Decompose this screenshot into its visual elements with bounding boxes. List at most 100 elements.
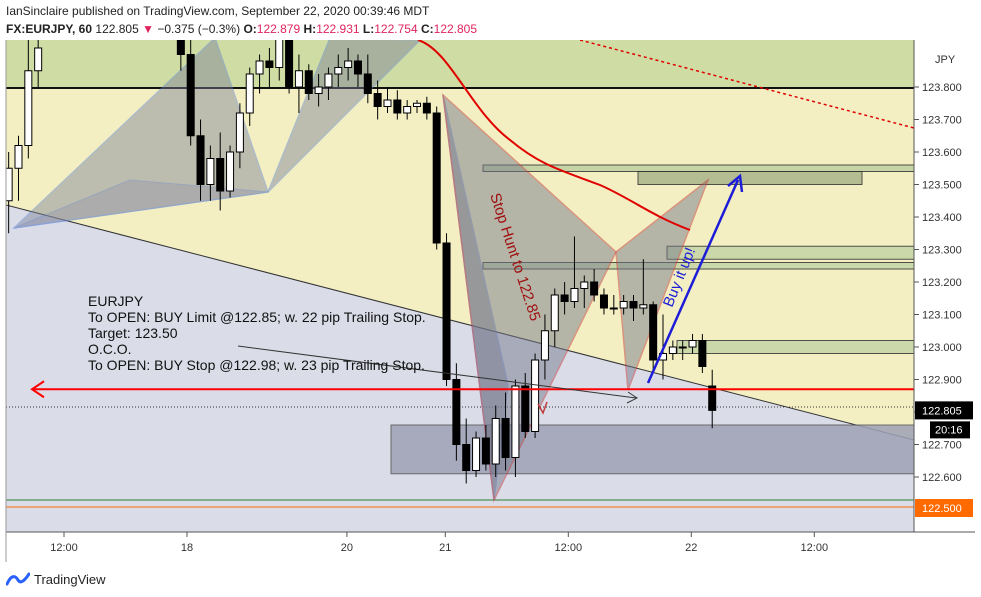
candle-body [462,444,471,471]
candle-body [285,40,294,88]
close-value: 122.805 [433,22,478,36]
tradingview-logo-icon [6,572,30,586]
y-tick-label: 123.300 [922,245,962,257]
countdown-box [930,421,970,439]
candle-body [432,112,441,244]
harmonic-blue-3 [13,179,269,229]
candle-body [590,281,599,296]
x-tick-label: 12:00 [50,542,78,554]
annotation-pair: EURJPY [88,293,144,309]
supply-zone-1 [482,164,914,172]
candle-body [344,60,353,68]
candle-body [540,330,549,361]
harmonic-red-1 [442,93,617,503]
candle-body [255,60,264,75]
candle-body [442,242,451,380]
harmonic-red-2 [615,177,710,391]
candle-body [688,340,697,348]
y-tick-label: 123.000 [922,342,962,354]
candle-body [422,102,431,114]
candle-body [698,340,707,367]
candle-body [708,385,717,411]
time-axis-background [6,532,981,562]
y-tick-label: 123.400 [922,212,962,224]
candle-body [413,102,422,107]
top-zone [370,22,565,29]
candle-body [245,73,254,114]
y-tick-label: 123.600 [922,147,962,159]
candle-body [452,379,461,445]
candle-body [560,294,569,302]
candle-body [353,60,362,75]
y-tick-label: 123.700 [922,115,962,127]
y-tick-label: 123.200 [922,277,962,289]
x-tick-label: 18 [181,542,193,554]
low-value: 122.754 [374,22,418,36]
supply-zone-2 [637,171,863,185]
annotation-oco: O.C.O. [88,341,132,357]
candle-body [580,281,589,289]
candle-body [363,73,372,94]
candle-body [491,418,500,465]
annotation-pointer-line [237,345,637,399]
x-tick-label: 22 [685,542,697,554]
y-tick-label: 123.100 [922,310,962,322]
candle-body [206,158,215,185]
candle-body [521,385,530,432]
candle-body [403,106,412,114]
candle-body [619,301,628,309]
candle-body [668,346,677,354]
candle-body [304,70,313,94]
candle-body [226,151,235,192]
last-price: 122.805 [95,22,139,36]
x-tick-label: 20 [341,542,353,554]
price-axis-background [914,40,981,532]
candle-body [334,67,343,75]
stop-hunt-arrow-head [537,401,548,415]
orange-price-box [915,499,973,517]
candle-body [472,437,481,471]
high-value: 122.931 [316,22,360,36]
candle-body [481,437,490,465]
orange-price-label: 122.500 [922,503,962,515]
y-tick-label: 123.800 [922,82,962,94]
candle-body [265,60,274,68]
last-price-box [915,401,973,420]
y-tick-label: 122.700 [922,440,962,452]
publisher-line: IanSinclaire published on TradingView.co… [6,4,430,18]
candle-body [275,40,284,68]
resistance-zone-3 [676,340,914,354]
harmonic-blue-2 [267,40,422,193]
candle-body [629,301,638,309]
candle-body [383,99,392,107]
buy-arrow-line [646,179,740,384]
x-tick-label: 12:00 [801,542,829,554]
x-tick-label: 12:00 [555,542,583,554]
currency-label: JPY [935,54,956,66]
candle-body [235,112,244,153]
candle-body [216,158,225,192]
candle-body [550,294,559,332]
open-value: 122.879 [256,22,301,36]
candle-body [24,70,33,146]
footer-brand[interactable]: TradingView [6,570,106,588]
candle-body [599,294,608,309]
moving-average-line [417,40,691,231]
price-change: −0.375 (−0.3%) [157,22,241,36]
y-tick-label: 122.900 [922,375,962,387]
x-tick-label: 21 [439,542,451,554]
footer-brand-label: TradingView [34,571,106,587]
candle-body [609,307,618,310]
buy-arrow-head [727,173,744,193]
candle-body [511,385,520,458]
candle-body [570,288,579,302]
trendline [6,204,914,441]
candle-body [34,47,43,72]
last-price-label: 122.805 [922,405,962,417]
y-tick-label: 122.600 [922,472,962,484]
annotation-pointer-head [626,391,638,404]
symbol-ohlc-line: FX:EURJPY, 60 122.805 ▼ −0.375 (−0.3%) O… [6,22,478,36]
candle-body [176,40,185,55]
candle-body [678,346,687,349]
